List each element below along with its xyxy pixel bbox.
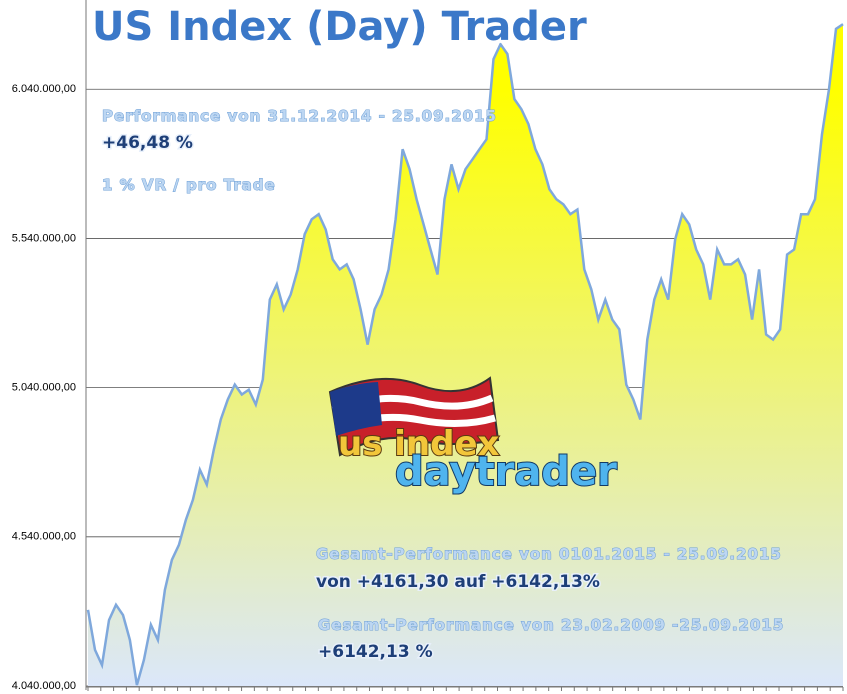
logo-text: us index	[338, 424, 500, 464]
annotation: +46,48 %	[102, 133, 193, 153]
y-tick-label: 6.040.000,00	[12, 83, 76, 95]
annotation: 1 % VR / pro Trade	[102, 176, 276, 194]
y-tick-label: 4.040.000,00	[12, 680, 76, 692]
logo: us index daytrader	[328, 376, 618, 496]
annotation: Gesamt-Performance von 0101.2015 - 25.09…	[316, 545, 782, 563]
flag-union	[330, 382, 382, 436]
logo-text: daytrader	[395, 449, 617, 495]
annotation: Performance von 31.12.2014 - 25.09.2015	[102, 107, 497, 125]
chart-title: US Index (Day) Trader	[92, 4, 587, 50]
annotation: +6142,13 %	[318, 642, 433, 662]
plot-area	[86, 23, 844, 687]
area	[88, 24, 843, 686]
annotation: Gesamt-Performance von 23.02.2009 -25.09…	[318, 616, 784, 634]
y-tick-label: 5.540.000,00	[12, 232, 76, 244]
y-tick-label: 5.040.000,00	[12, 382, 76, 394]
line	[86, 23, 844, 686]
annotation: von +4161,30 auf +6142,13%	[316, 572, 600, 592]
y-tick-label: 4.540.000,00	[12, 531, 76, 543]
